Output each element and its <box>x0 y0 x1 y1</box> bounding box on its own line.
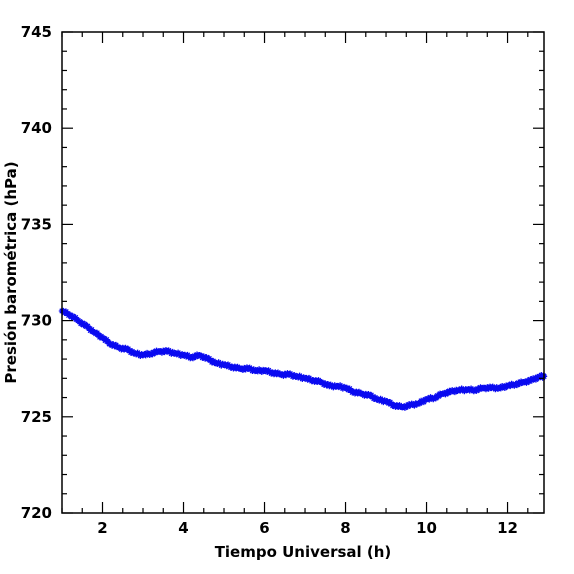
x-tick-labels: 2 4 6 8 10 12 <box>97 519 518 537</box>
y-tick-label: 730 <box>21 312 52 330</box>
data-point <box>435 393 442 400</box>
x-axis-label: Tiempo Universal (h) <box>215 543 392 561</box>
x-tick-label: 12 <box>497 519 518 537</box>
x-tick-label: 10 <box>416 519 437 537</box>
axis-ticks <box>61 31 544 514</box>
data-points <box>58 307 548 411</box>
y-tick-label: 740 <box>21 119 52 137</box>
y-tick-label: 735 <box>21 215 52 233</box>
data-point <box>532 376 540 383</box>
x-tick-label: 6 <box>259 519 269 537</box>
plot-frame <box>61 31 545 514</box>
data-point <box>432 394 440 402</box>
x-tick-label: 2 <box>97 519 107 537</box>
y-tick-label: 725 <box>21 408 52 426</box>
y-tick-labels: 720 725 730 735 740 745 <box>21 23 52 522</box>
data-point <box>416 400 423 407</box>
y-tick-label: 720 <box>21 504 52 522</box>
x-tick-label: 4 <box>178 519 188 537</box>
y-tick-label: 745 <box>21 23 52 41</box>
x-tick-label: 8 <box>340 519 350 537</box>
data-point <box>420 398 428 406</box>
y-axis-label: Presión barométrica (hPa) <box>2 161 20 383</box>
